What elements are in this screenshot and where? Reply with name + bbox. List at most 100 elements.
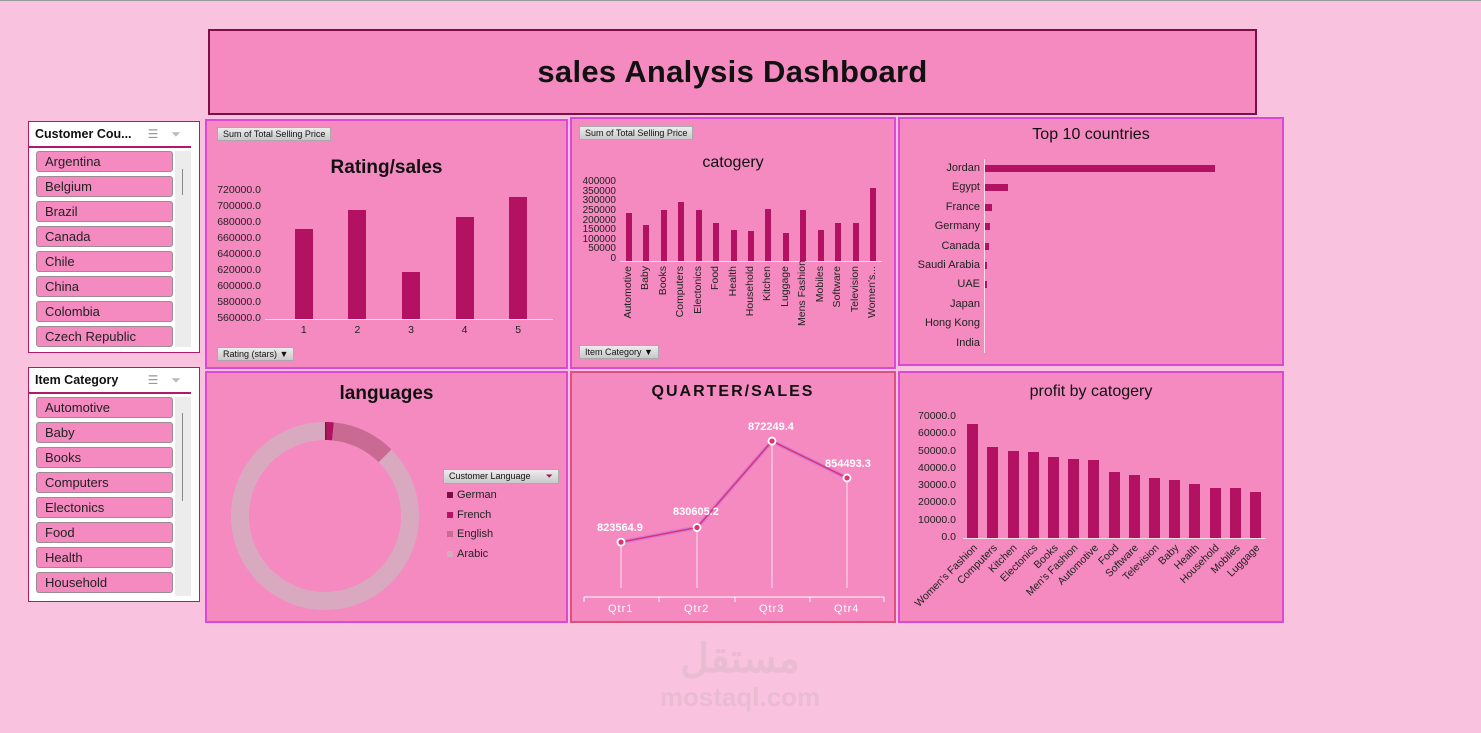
donut-slice-french[interactable] <box>326 422 334 441</box>
sales-line[interactable] <box>620 440 848 543</box>
bar[interactable] <box>678 201 685 261</box>
bar[interactable] <box>625 212 632 261</box>
bar[interactable] <box>985 223 991 231</box>
donut-slice-arabic[interactable] <box>230 422 419 610</box>
bar[interactable] <box>985 165 1215 172</box>
bar[interactable] <box>1027 452 1039 538</box>
bar[interactable] <box>985 203 992 211</box>
bar[interactable] <box>1128 475 1140 538</box>
slicer-scrollbar[interactable] <box>175 151 191 347</box>
country-label: Hong Kong <box>924 317 980 330</box>
slicer-item[interactable]: China <box>36 276 173 297</box>
bar[interactable] <box>1209 488 1221 538</box>
bar[interactable] <box>1189 484 1201 538</box>
bar[interactable] <box>985 281 988 289</box>
legend-swatch <box>447 531 453 537</box>
slicer-item[interactable]: Electonics <box>36 497 173 518</box>
slicer-item[interactable]: Belgium <box>36 176 173 197</box>
y-axis-tick: 600000.0 <box>217 280 261 292</box>
legend-item[interactable]: German <box>447 489 497 501</box>
scrollbar-thumb[interactable] <box>182 169 183 195</box>
bar[interactable] <box>1068 459 1080 538</box>
axis-field-button-rating[interactable]: Rating (stars) ▼ <box>217 347 295 361</box>
bar[interactable] <box>817 230 824 261</box>
axis-field-label: Item Category <box>585 347 642 357</box>
slicer-item[interactable]: Colombia <box>36 301 173 322</box>
bar[interactable] <box>695 209 702 261</box>
bar[interactable] <box>713 222 720 261</box>
slicer-item[interactable]: Books <box>36 447 173 468</box>
bar[interactable] <box>1007 451 1019 538</box>
field-button-sum-selling-price[interactable]: Sum of Total Selling Price <box>217 127 332 141</box>
legend-swatch <box>447 492 453 498</box>
bar[interactable] <box>852 222 859 261</box>
legend-field-button-customer-language[interactable]: Customer Language ⏷ <box>443 469 559 484</box>
bar[interactable] <box>1229 488 1241 538</box>
axis-field-button-item-category[interactable]: Item Category ▼ <box>579 345 659 359</box>
slicer-item[interactable]: Food <box>36 522 173 543</box>
slicer-item[interactable]: Chile <box>36 251 173 272</box>
bar[interactable] <box>782 233 789 261</box>
donut-slice-english[interactable] <box>332 422 392 463</box>
bar[interactable] <box>509 197 528 319</box>
watermark-latin: mostaql.com <box>659 682 821 712</box>
bar[interactable] <box>1088 460 1100 538</box>
slicer-item[interactable]: Baby <box>36 422 173 443</box>
bar[interactable] <box>1148 478 1160 538</box>
bar[interactable] <box>1169 480 1181 538</box>
multi-select-icon[interactable]: ☰ <box>147 127 159 141</box>
slicer-title: Customer Cou... <box>35 127 132 141</box>
bar[interactable] <box>987 447 999 538</box>
bar[interactable] <box>967 423 979 538</box>
slicer-item[interactable]: Canada <box>36 226 173 247</box>
slicer-item[interactable]: Czech Republic <box>36 326 173 347</box>
x-axis-label: Mobiles <box>813 266 826 303</box>
legend-item[interactable]: Arabic <box>447 548 488 560</box>
scrollbar-thumb[interactable] <box>182 413 183 501</box>
bar[interactable] <box>1249 492 1261 538</box>
slicer-item[interactable]: Brazil <box>36 201 173 222</box>
bar[interactable] <box>402 271 420 319</box>
bar[interactable] <box>294 228 313 319</box>
legend-item[interactable]: English <box>447 528 493 540</box>
bar[interactable] <box>660 209 667 261</box>
x-axis-label: Women's... <box>866 266 879 318</box>
bar[interactable] <box>348 210 367 319</box>
slicer-item[interactable]: Argentina <box>36 151 173 172</box>
bar[interactable] <box>730 230 737 261</box>
bar[interactable] <box>985 262 988 269</box>
data-point-marker[interactable] <box>616 537 626 547</box>
data-point-marker[interactable] <box>692 523 702 532</box>
clear-filter-icon[interactable]: ⏷ <box>171 372 181 387</box>
bar[interactable] <box>455 217 474 319</box>
data-point-marker[interactable] <box>767 436 777 446</box>
data-point-marker[interactable] <box>842 473 852 483</box>
slicer-scrollbar[interactable] <box>175 397 191 596</box>
bar[interactable] <box>985 184 1008 192</box>
multi-select-icon[interactable]: ☰ <box>147 373 159 387</box>
donut-slice-german[interactable] <box>325 422 327 441</box>
bar[interactable] <box>800 209 807 261</box>
y-axis-tick: 580000.0 <box>217 296 261 308</box>
bar[interactable] <box>835 223 842 261</box>
clear-filter-icon[interactable]: ⏷ <box>171 126 181 141</box>
chart-rating-sales: Sum of Total Selling Price Rating/sales … <box>205 119 568 369</box>
slicer-item[interactable]: Automotive <box>36 397 173 418</box>
slicer-item[interactable]: Computers <box>36 472 173 493</box>
slicer-item[interactable]: Household <box>36 572 173 593</box>
bar[interactable] <box>643 225 650 261</box>
bar[interactable] <box>765 209 772 261</box>
bar[interactable] <box>870 187 877 261</box>
legend-item[interactable]: French <box>447 509 491 521</box>
bar[interactable] <box>1108 472 1120 538</box>
x-axis-label: 1 <box>300 324 307 336</box>
slicer-item[interactable]: Health <box>36 547 173 568</box>
legend-swatch <box>447 550 453 557</box>
field-button-sum-selling-price[interactable]: Sum of Total Selling Price <box>579 126 694 140</box>
chart-title: profit by catogery <box>1029 383 1153 400</box>
bar[interactable] <box>1047 457 1059 538</box>
bar[interactable] <box>985 242 990 250</box>
x-axis-label: Mens Fashion <box>796 260 809 326</box>
data-label: 830605.2 <box>673 506 719 519</box>
bar[interactable] <box>748 231 754 261</box>
